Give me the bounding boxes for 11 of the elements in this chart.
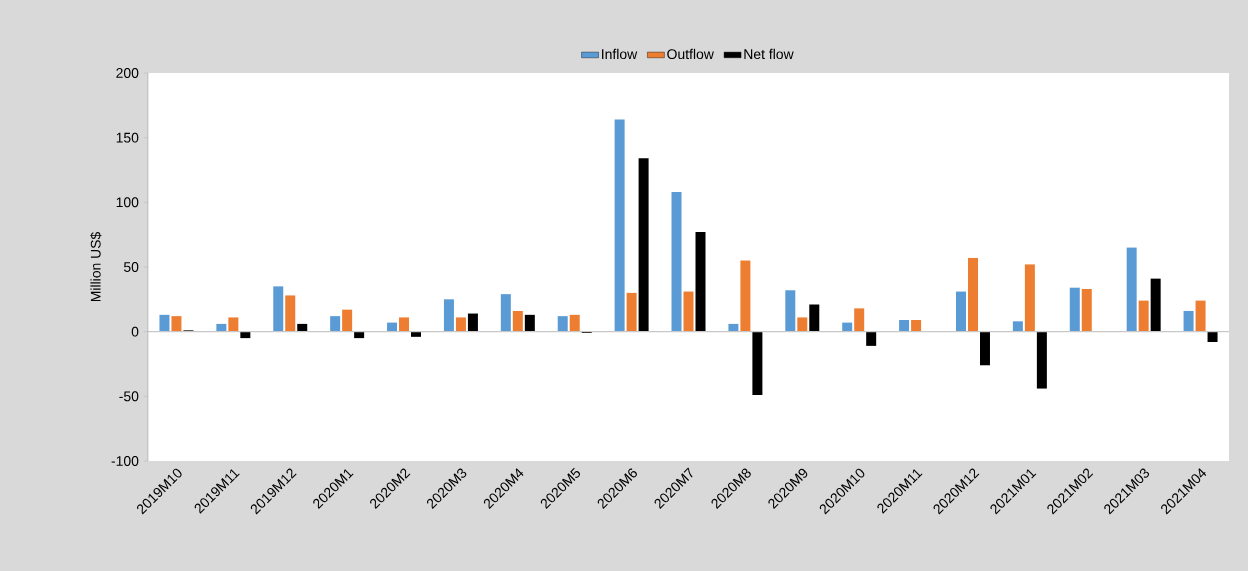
y-tick-label: 150 [116, 132, 139, 143]
y-tick-label: -50 [119, 391, 139, 402]
legend-label: Net flow [744, 48, 794, 60]
legend-label: Inflow [602, 48, 638, 60]
y-tick-label: 0 [131, 326, 139, 337]
y-tick-label: 100 [116, 197, 139, 208]
y-axis-title: Million US$ [90, 231, 102, 302]
y-tick-label: 200 [116, 68, 139, 78]
y-tick-label: 50 [123, 262, 139, 272]
y-tick-label: -100 [111, 456, 139, 466]
legend-label: Outflow [667, 48, 714, 60]
